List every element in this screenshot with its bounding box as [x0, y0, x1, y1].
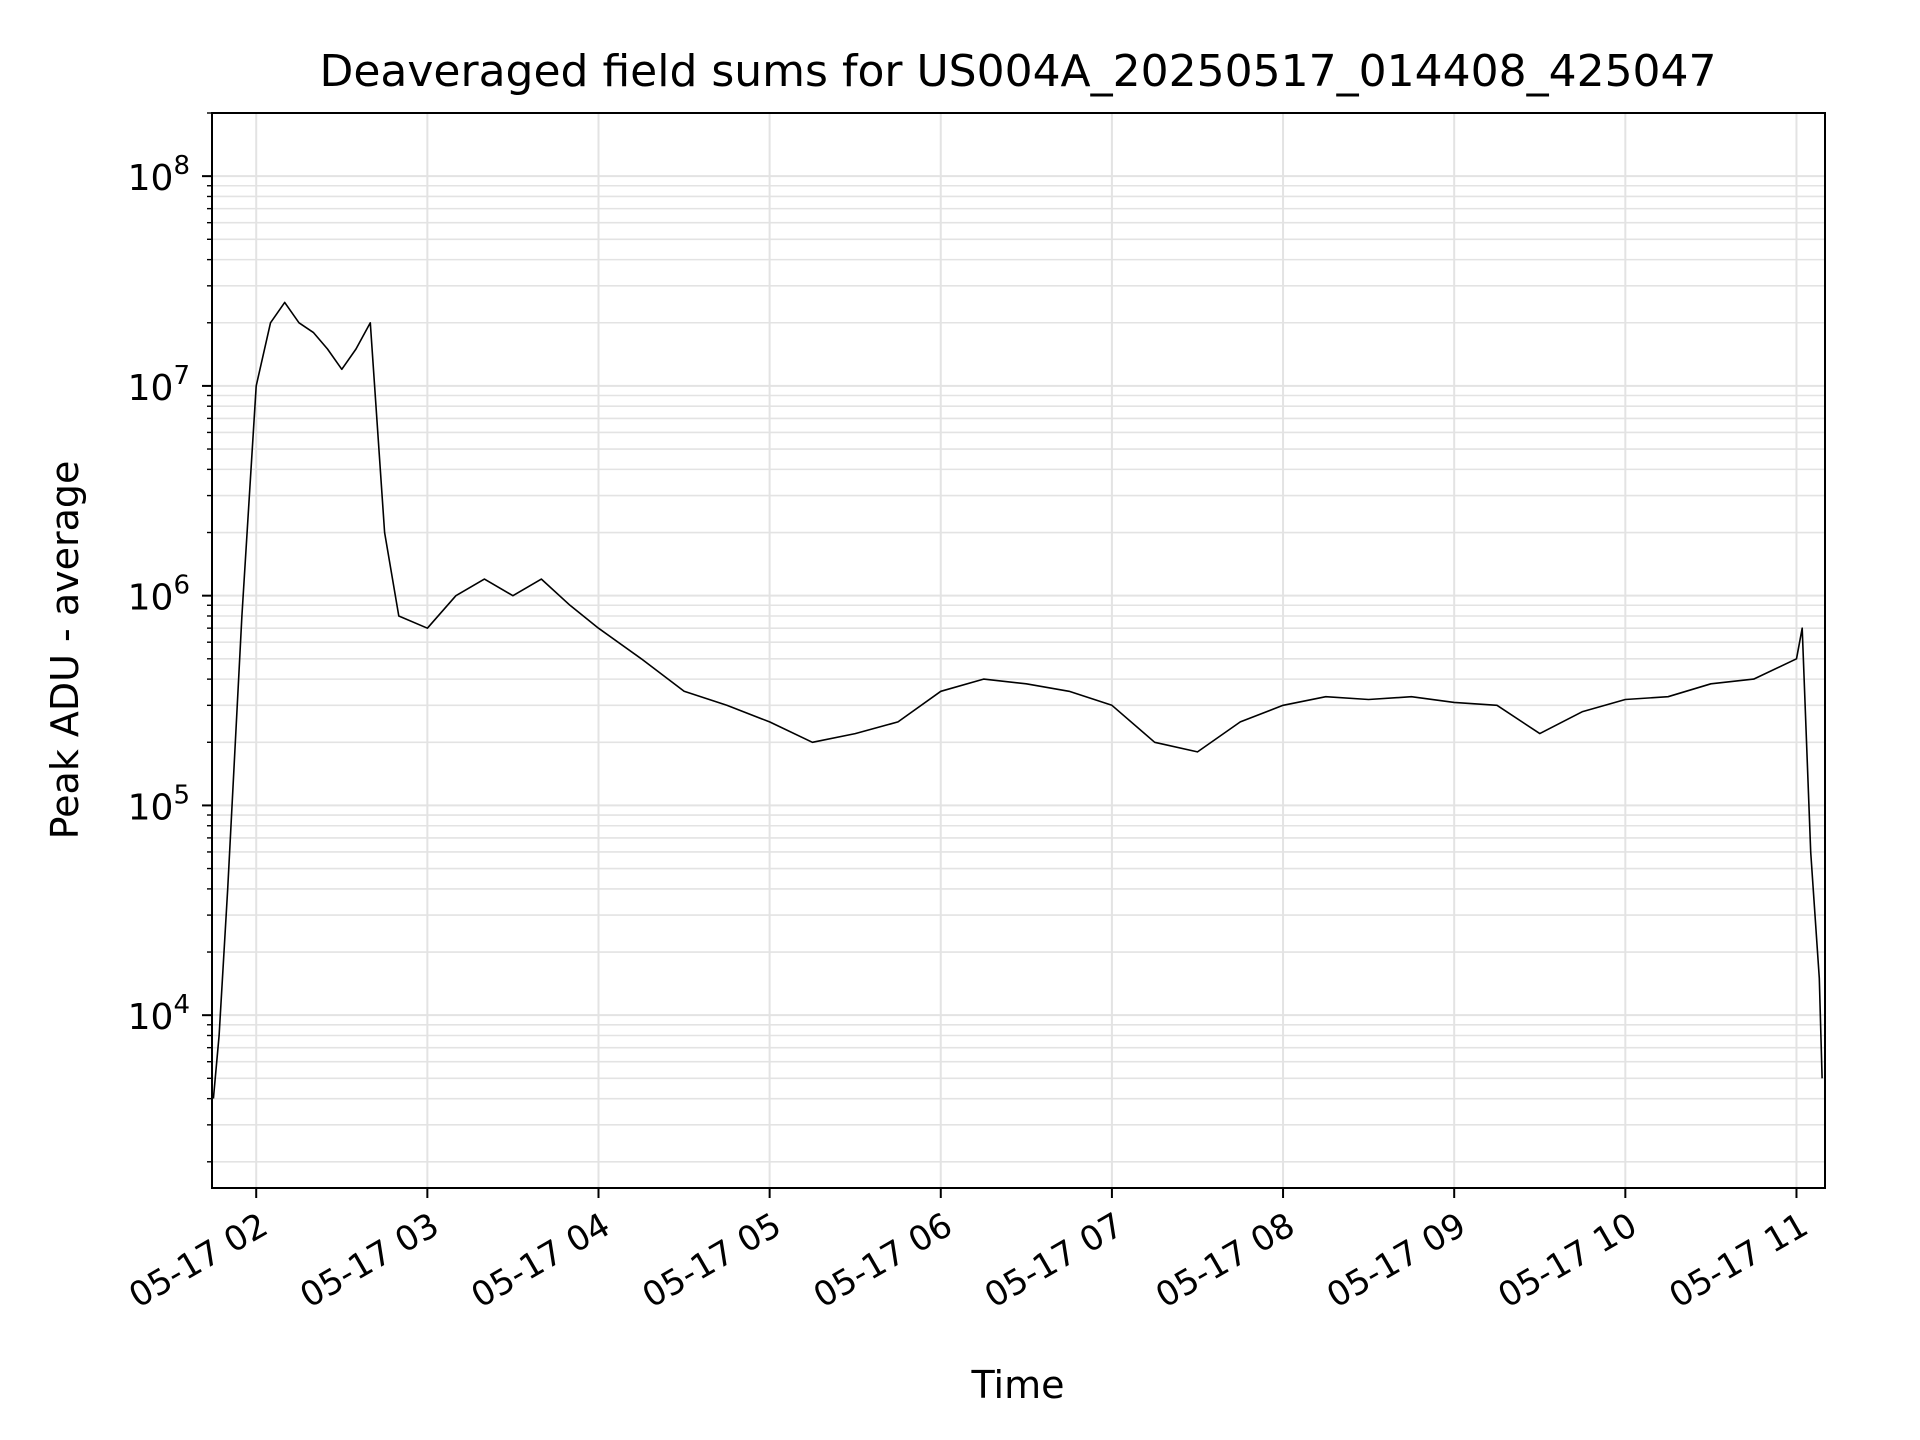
- y-tick-label: 105: [128, 780, 190, 828]
- y-axis-label: Peak ADU - average: [43, 461, 87, 840]
- plot-frame: [211, 112, 1826, 1189]
- y-tick-label: 108: [128, 151, 190, 199]
- chart-title: Deaveraged field sums for US004A_2025051…: [319, 46, 1716, 97]
- y-tick-label: 104: [128, 990, 190, 1038]
- series-layer: [212, 301, 1823, 1099]
- grid: [212, 112, 1825, 1188]
- x-axis-label: Time: [971, 1363, 1065, 1407]
- y-tick-label: 107: [128, 361, 190, 409]
- series-line: [212, 301, 1823, 1099]
- y-tick-label: 106: [128, 571, 190, 619]
